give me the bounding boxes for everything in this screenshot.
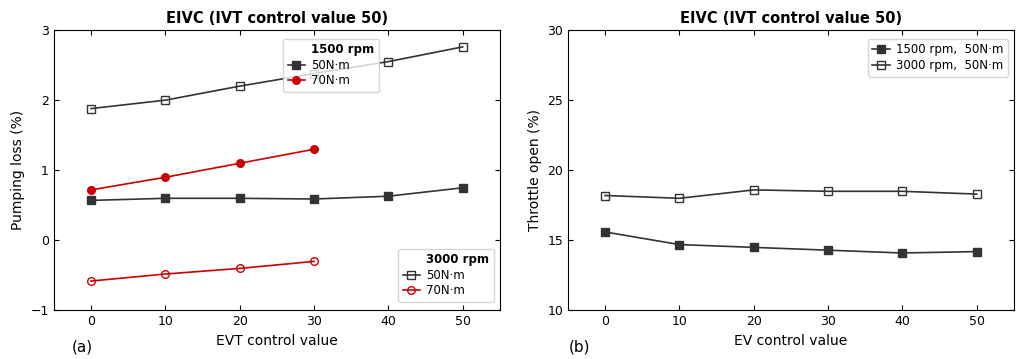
Title: EIVC (IVT control value 50): EIVC (IVT control value 50) [166, 11, 387, 26]
Text: (a): (a) [72, 340, 93, 355]
Y-axis label: Throttle open (%): Throttle open (%) [528, 109, 541, 231]
X-axis label: EVT control value: EVT control value [216, 334, 338, 348]
Text: (b): (b) [569, 340, 590, 355]
Title: EIVC (IVT control value 50): EIVC (IVT control value 50) [680, 11, 902, 26]
Y-axis label: Pumping loss (%): Pumping loss (%) [11, 110, 25, 230]
Legend: 1500 rpm,  50N·m, 3000 rpm,  50N·m: 1500 rpm, 50N·m, 3000 rpm, 50N·m [867, 39, 1008, 76]
X-axis label: EV control value: EV control value [734, 334, 848, 348]
Legend: 3000 rpm, 50N·m, 70N·m: 3000 rpm, 50N·m, 70N·m [398, 248, 494, 302]
